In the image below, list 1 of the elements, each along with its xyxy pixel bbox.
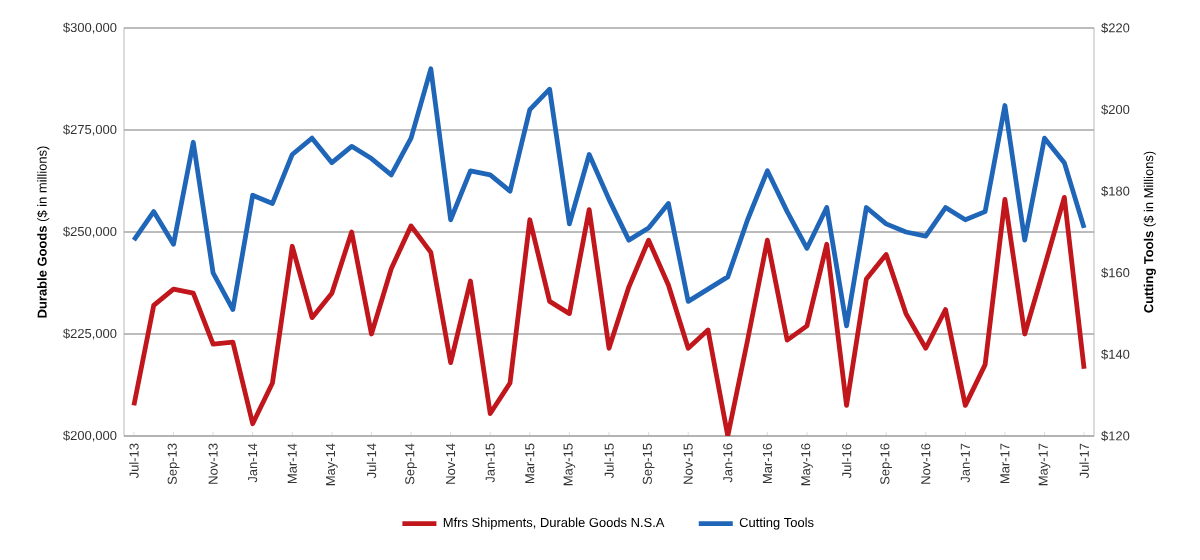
line-series: [131, 194, 1087, 436]
